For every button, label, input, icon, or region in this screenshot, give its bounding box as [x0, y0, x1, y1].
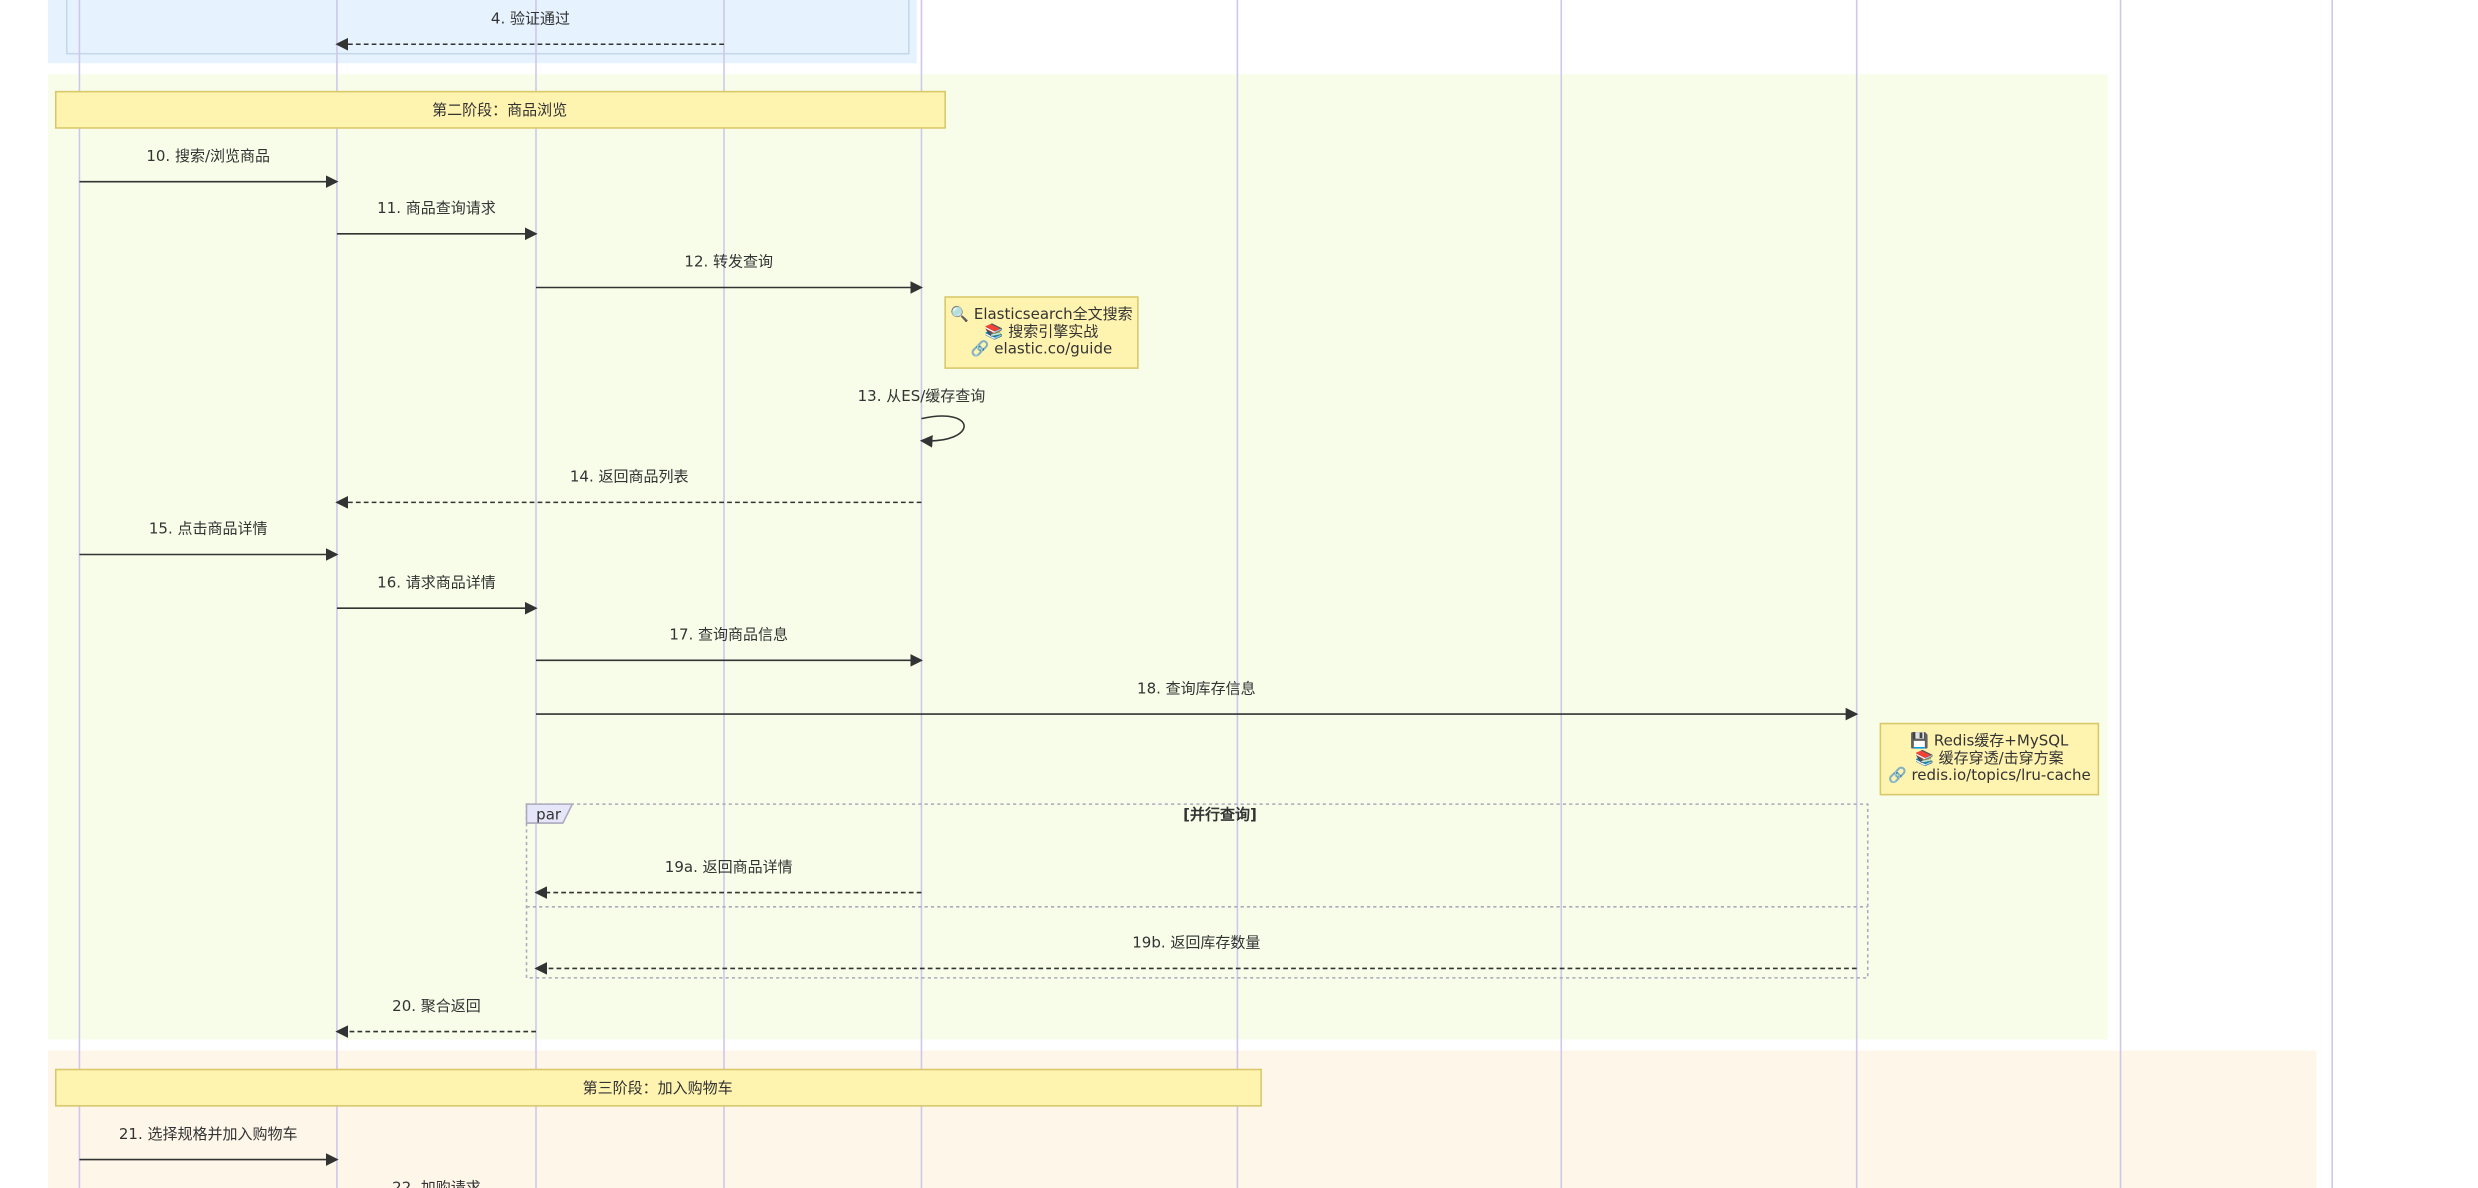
- message-label: 16. 请求商品详情: [377, 573, 496, 591]
- message-label: 18. 查询库存信息: [1137, 679, 1256, 697]
- message-label: 14. 返回商品列表: [570, 468, 689, 486]
- self-message-arrow: [919, 415, 965, 448]
- note-box: [1879, 722, 2100, 796]
- note-line: 🔗 redis.io/topics/lru-cache: [1888, 765, 2091, 784]
- par-frame: [525, 803, 1869, 979]
- message-label: 12. 转发查询: [684, 253, 773, 271]
- phase-title: 第三阶段：加入购物车: [583, 1079, 733, 1097]
- note-box: [944, 296, 1139, 369]
- message-label: 21. 选择规格并加入购物车: [119, 1125, 298, 1143]
- message-label: 13. 从ES/缓存查询: [858, 387, 986, 405]
- note-line: 🔗 elastic.co/guide: [971, 339, 1112, 358]
- phase-1-box: [66, 0, 910, 55]
- phase-1-region: [47, 0, 917, 64]
- messages: 4. 验证通过 10. 搜索/浏览商品 11. 商品查询请求 12. 转发查询 13. …: [79, 9, 1859, 1188]
- message-label: 15. 点击商品详情: [149, 520, 268, 538]
- message-label: 4. 验证通过: [491, 9, 570, 27]
- message-label: 19a. 返回商品详情: [665, 858, 793, 876]
- phase-title: 第二阶段：商品浏览: [432, 101, 567, 119]
- message-label: 19b. 返回库存数量: [1132, 934, 1260, 952]
- note-line: 📚 搜索引擎实战: [985, 322, 1098, 340]
- message-label: 10. 搜索/浏览商品: [146, 147, 270, 165]
- note-line: 📚 缓存穿透/击穿方案: [1915, 749, 2064, 767]
- lifelines: [78, 0, 2334, 1188]
- note-line: 🔍 Elasticsearch全文搜索: [950, 304, 1132, 323]
- par-condition: [并行查询]: [1183, 806, 1257, 824]
- par-keyword: par: [536, 806, 562, 824]
- phase-note: [54, 90, 946, 129]
- phase-note: [54, 1068, 1262, 1107]
- message-label: 17. 查询商品信息: [669, 626, 788, 644]
- note-line: 💾 Redis缓存+MySQL: [1910, 731, 2069, 749]
- message-label: 20. 聚合返回: [392, 997, 481, 1015]
- message-label: 11. 商品查询请求: [377, 199, 496, 217]
- par-tag: [525, 803, 574, 824]
- message-label: 22. 加购请求: [392, 1179, 481, 1188]
- phase-2-region: [47, 74, 2108, 1040]
